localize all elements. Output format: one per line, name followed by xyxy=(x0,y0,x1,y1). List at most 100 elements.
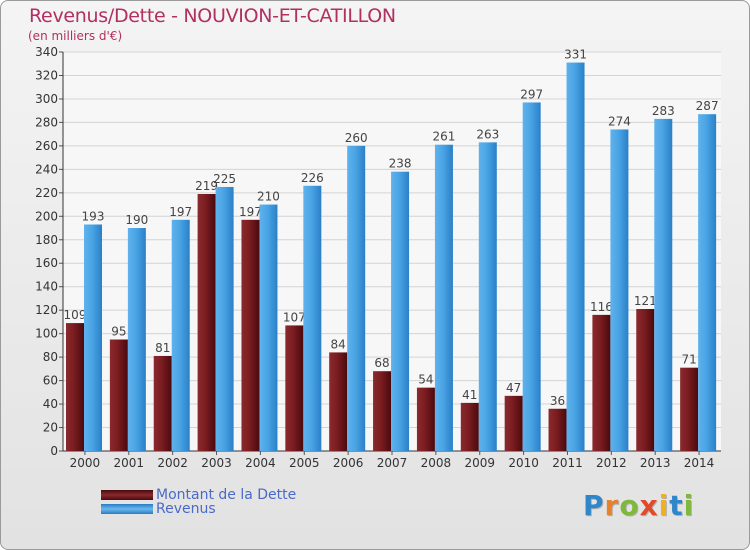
y-tick-label: 320 xyxy=(35,68,58,82)
value-label-revenus: 210 xyxy=(257,190,280,204)
x-tick-label: 2000 xyxy=(70,456,101,470)
y-tick-label: 340 xyxy=(35,45,58,59)
value-label-dette: 84 xyxy=(331,337,346,351)
bar-revenus xyxy=(171,219,190,451)
y-tick-label: 160 xyxy=(35,256,58,270)
value-label-revenus: 331 xyxy=(564,48,587,62)
bar-revenus xyxy=(259,204,278,451)
bar-dette xyxy=(66,323,84,451)
legend-swatch-dette xyxy=(101,490,153,500)
bar-revenus xyxy=(84,224,102,451)
value-label-revenus: 193 xyxy=(82,210,105,224)
proxiti-logo: Proxiti xyxy=(583,489,694,522)
x-tick-label: 2008 xyxy=(421,456,452,470)
value-label-dette: 116 xyxy=(590,300,613,314)
value-label-dette: 107 xyxy=(283,310,306,324)
y-tick-label: 300 xyxy=(35,92,58,106)
bar-dette xyxy=(285,325,304,451)
bar-dette xyxy=(373,371,392,451)
bar-dette xyxy=(153,355,172,451)
value-label-dette: 121 xyxy=(634,294,657,308)
value-label-revenus: 297 xyxy=(520,87,543,101)
x-tick-label: 2009 xyxy=(464,456,495,470)
y-tick-label: 0 xyxy=(50,444,58,458)
x-tick-label: 2013 xyxy=(640,456,671,470)
legend-swatch-revenus xyxy=(101,504,153,514)
y-tick-label: 240 xyxy=(35,162,58,176)
logo-letter: i xyxy=(658,489,670,522)
value-label-revenus: 190 xyxy=(125,213,148,227)
y-tick-label: 280 xyxy=(35,115,58,129)
y-tick-label: 220 xyxy=(35,186,58,200)
y-tick-label: 260 xyxy=(35,139,58,153)
value-label-revenus: 238 xyxy=(389,157,412,171)
chart-title: Revenus/Dette - NOUVION-ET-CATILLON xyxy=(29,5,396,27)
y-tick-label: 100 xyxy=(35,327,58,341)
bar-revenus xyxy=(566,62,585,451)
bar-revenus xyxy=(303,185,322,451)
bar-revenus xyxy=(434,144,453,452)
x-tick-label: 2014 xyxy=(684,456,715,470)
value-label-revenus: 261 xyxy=(432,130,455,144)
value-label-revenus: 226 xyxy=(301,171,324,185)
x-tick-label: 2002 xyxy=(157,456,188,470)
y-tick-label: 140 xyxy=(35,280,58,294)
value-label-dette: 219 xyxy=(195,179,218,193)
y-tick-label: 60 xyxy=(43,374,58,388)
y-tick-label: 200 xyxy=(35,209,58,223)
value-label-revenus: 197 xyxy=(169,205,192,219)
logo-letter: t xyxy=(669,489,684,522)
x-tick-label: 2004 xyxy=(245,456,276,470)
bar-dette xyxy=(460,402,479,451)
x-tick-label: 2007 xyxy=(377,456,408,470)
y-tick-label: 40 xyxy=(43,397,58,411)
y-tick-label: 20 xyxy=(43,421,58,435)
bar-dette xyxy=(548,408,567,451)
y-tick-label: 80 xyxy=(43,350,58,364)
bar-dette xyxy=(504,395,523,451)
y-tick-label: 120 xyxy=(35,303,58,317)
value-label-dette: 109 xyxy=(64,308,87,322)
bar-dette xyxy=(109,339,128,451)
logo-letter: P xyxy=(583,489,605,522)
x-tick-label: 2005 xyxy=(289,456,320,470)
bar-dette xyxy=(197,193,216,451)
bar-revenus xyxy=(610,129,629,451)
logo-letter: i xyxy=(683,489,695,522)
bar-dette xyxy=(636,309,655,451)
bar-dette xyxy=(241,219,260,451)
logo-letter: r xyxy=(604,489,620,522)
value-label-dette: 197 xyxy=(239,205,262,219)
x-tick-label: 2010 xyxy=(508,456,539,470)
value-label-dette: 81 xyxy=(155,341,170,355)
bar-revenus xyxy=(478,142,497,452)
value-label-dette: 68 xyxy=(374,356,389,370)
value-label-revenus: 283 xyxy=(652,104,675,118)
bar-dette xyxy=(329,352,348,451)
value-label-dette: 71 xyxy=(681,353,696,367)
value-label-dette: 41 xyxy=(462,388,477,402)
y-tick-label: 180 xyxy=(35,233,58,247)
legend-label-dette: Montant de la Dette xyxy=(156,487,297,503)
value-label-dette: 95 xyxy=(111,325,126,339)
bar-revenus xyxy=(698,114,717,452)
value-label-dette: 54 xyxy=(418,373,433,387)
bar-revenus xyxy=(215,186,234,452)
value-label-revenus: 263 xyxy=(476,127,499,141)
bar-dette xyxy=(680,367,699,451)
value-label-revenus: 287 xyxy=(696,99,719,113)
bar-dette xyxy=(416,387,435,451)
bar-dette xyxy=(592,314,611,451)
legend-label-revenus: Revenus xyxy=(156,501,216,517)
value-label-dette: 36 xyxy=(550,394,565,408)
logo-letter: x xyxy=(639,489,659,522)
value-label-revenus: 274 xyxy=(608,114,631,128)
value-label-revenus: 260 xyxy=(345,131,368,145)
logo-letter: o xyxy=(619,489,640,522)
bar-revenus xyxy=(391,171,410,451)
bar-revenus xyxy=(522,102,541,451)
bar-revenus xyxy=(347,145,366,451)
x-tick-label: 2012 xyxy=(596,456,627,470)
